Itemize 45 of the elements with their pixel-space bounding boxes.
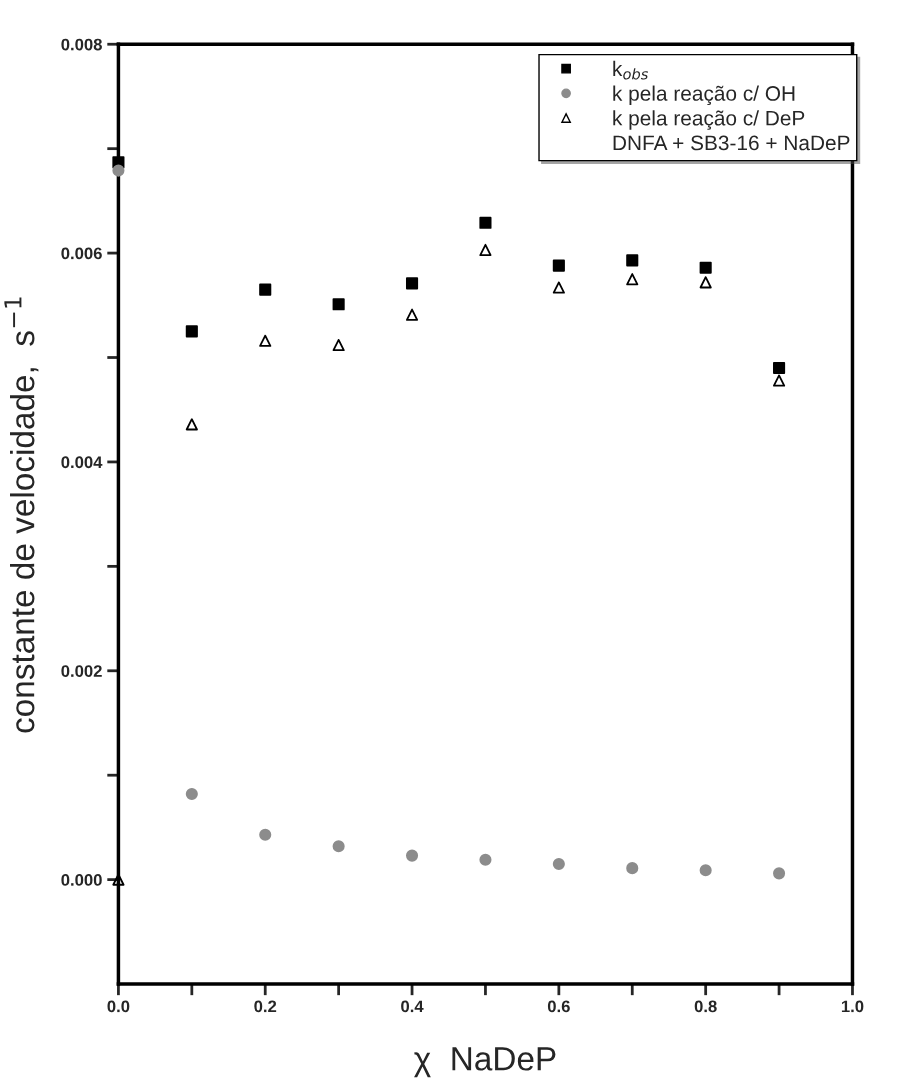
x-tick-label: 0.0 <box>107 1000 130 1013</box>
y-axis-title: constante de velocidade, s$^{−1}$ <box>4 297 39 733</box>
point <box>626 273 639 286</box>
y-tick-label: 0.006 <box>61 247 102 260</box>
y-tick-label: 0.002 <box>61 665 102 677</box>
legend-label: k pela reação c/ OH <box>613 85 795 106</box>
point <box>332 298 345 311</box>
point <box>259 334 272 347</box>
x-tick-label: 0.2 <box>254 1000 277 1013</box>
point <box>773 361 786 375</box>
point <box>405 308 419 321</box>
legend-label: k pela reação c/ DeP <box>613 110 805 130</box>
point <box>552 857 565 871</box>
point <box>479 216 492 229</box>
point <box>699 261 712 274</box>
point <box>332 840 345 853</box>
point <box>552 281 565 294</box>
point <box>479 853 492 866</box>
point <box>405 849 419 862</box>
x-tick-label: 0.8 <box>694 1000 717 1013</box>
x-tick-label: 1.0 <box>841 1000 864 1013</box>
y-tick-label: 0.008 <box>61 38 102 51</box>
point <box>773 374 786 387</box>
point <box>259 828 272 841</box>
point <box>332 338 345 352</box>
x-tick-label: 0.4 <box>401 1000 424 1013</box>
point <box>112 164 125 177</box>
point <box>699 276 712 289</box>
point <box>699 864 712 877</box>
point <box>405 277 419 290</box>
point <box>773 867 786 880</box>
point <box>626 862 639 875</box>
x-axis-title: χ NaDeP <box>414 1047 556 1078</box>
y-tick-label: 0.000 <box>61 874 102 886</box>
point <box>479 243 492 257</box>
point <box>552 259 565 272</box>
point <box>185 325 198 338</box>
point <box>185 787 198 801</box>
annotation: DNFA + SB3-16 + NaDeP <box>613 135 850 151</box>
legend-label: k$_{obs}$ <box>613 60 649 80</box>
x-tick-label: 0.6 <box>547 1000 570 1013</box>
point <box>626 254 639 267</box>
y-tick-label: 0.004 <box>61 456 103 469</box>
point <box>259 283 272 296</box>
point <box>185 418 198 431</box>
